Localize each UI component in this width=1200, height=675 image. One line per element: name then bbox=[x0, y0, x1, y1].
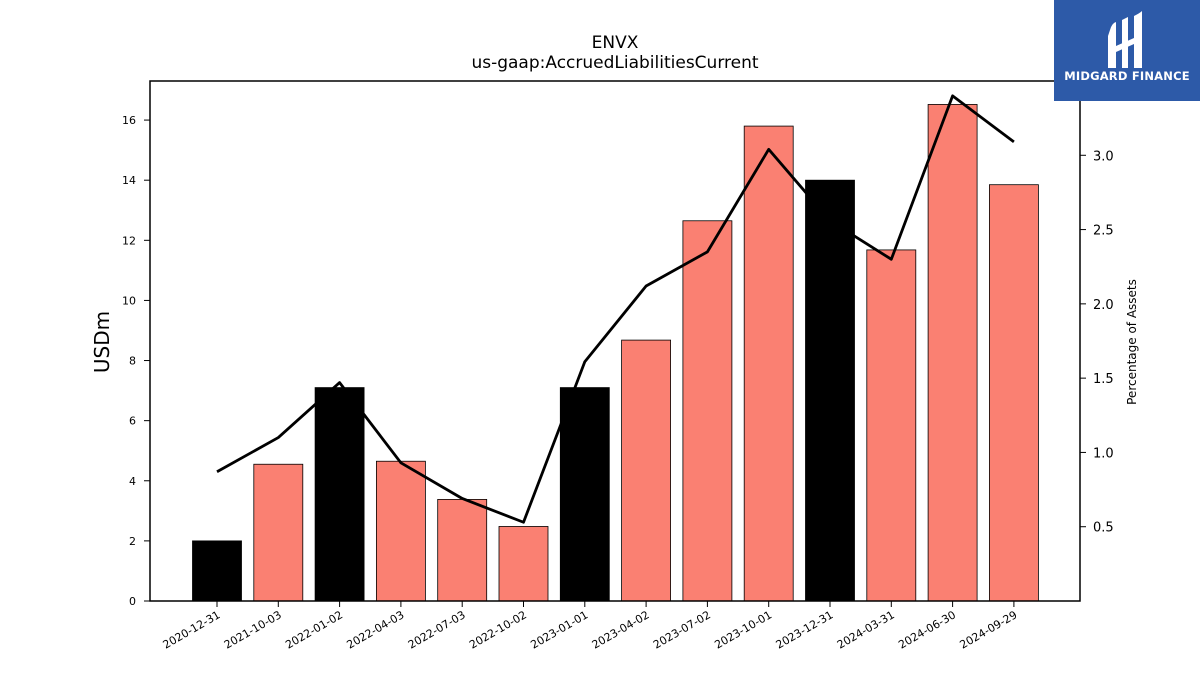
bar bbox=[437, 499, 488, 602]
x-tick-label: 2022-07-03 bbox=[406, 608, 468, 651]
x-tick-label: 2021-10-03 bbox=[222, 608, 284, 651]
bar bbox=[314, 387, 365, 602]
bar bbox=[253, 463, 304, 602]
chart-title: ENVX bbox=[592, 33, 639, 53]
plot-frame bbox=[149, 80, 1081, 602]
bar bbox=[375, 460, 426, 602]
y2-axis-label: Percentage of Assets bbox=[1125, 279, 1139, 405]
bar bbox=[498, 526, 549, 602]
bar bbox=[743, 125, 794, 602]
x-tick-label: 2023-12-31 bbox=[774, 608, 836, 651]
y-tick-label: 0 bbox=[129, 595, 136, 608]
y2-tick-label: 2.5 bbox=[1093, 224, 1114, 239]
y-tick-label: 4 bbox=[129, 475, 136, 488]
y-axis-label: USDm bbox=[90, 311, 114, 373]
bar bbox=[866, 249, 917, 602]
y-tick-label: 2 bbox=[129, 535, 136, 548]
bar bbox=[805, 179, 855, 602]
y2-tick-label: 1.0 bbox=[1093, 446, 1114, 461]
x-tick-label: 2023-04-02 bbox=[590, 608, 652, 651]
x-tick-label: 2024-03-31 bbox=[835, 608, 897, 651]
bar bbox=[927, 104, 978, 602]
brand-logo: MIDGARD FINANCE bbox=[1054, 0, 1200, 101]
bar bbox=[621, 339, 671, 602]
x-tick-label: 2022-10-02 bbox=[467, 608, 529, 651]
x-tick-label: 2024-06-30 bbox=[896, 608, 958, 651]
y2-tick-label: 3.0 bbox=[1093, 149, 1114, 164]
midgard-logo-icon bbox=[1108, 11, 1142, 68]
y-tick-label: 12 bbox=[122, 234, 136, 247]
x-tick-label: 2023-07-02 bbox=[651, 608, 713, 651]
y-tick-label: 10 bbox=[122, 294, 136, 307]
y2-tick-label: 0.5 bbox=[1093, 521, 1114, 536]
y2-tick-label: 2.0 bbox=[1093, 298, 1114, 313]
bar bbox=[989, 184, 1039, 602]
percentage-line bbox=[216, 94, 1015, 524]
x-tick-label: 2022-01-02 bbox=[283, 608, 345, 651]
x-tick-label: 2020-12-31 bbox=[161, 608, 223, 651]
y-tick-label: 6 bbox=[129, 415, 136, 428]
x-tick-label: 2023-01-01 bbox=[528, 608, 590, 651]
y-tick-label: 14 bbox=[122, 174, 136, 187]
x-tick-label: 2023-10-01 bbox=[712, 608, 774, 651]
chart-subtitle: us-gaap:AccruedLiabilitiesCurrent bbox=[471, 53, 758, 73]
bar bbox=[559, 387, 610, 602]
bars-layer bbox=[192, 104, 1039, 602]
x-tick-label: 2022-04-03 bbox=[345, 608, 407, 651]
y2-tick-label: 1.5 bbox=[1093, 372, 1114, 387]
bar bbox=[682, 220, 733, 602]
line-layer bbox=[216, 94, 1015, 524]
brand-name: MIDGARD FINANCE bbox=[1064, 69, 1190, 83]
bar bbox=[192, 540, 242, 602]
x-tick-label: 2024-09-29 bbox=[958, 608, 1020, 651]
y-tick-label: 16 bbox=[122, 114, 136, 127]
y-tick-label: 8 bbox=[129, 355, 136, 368]
